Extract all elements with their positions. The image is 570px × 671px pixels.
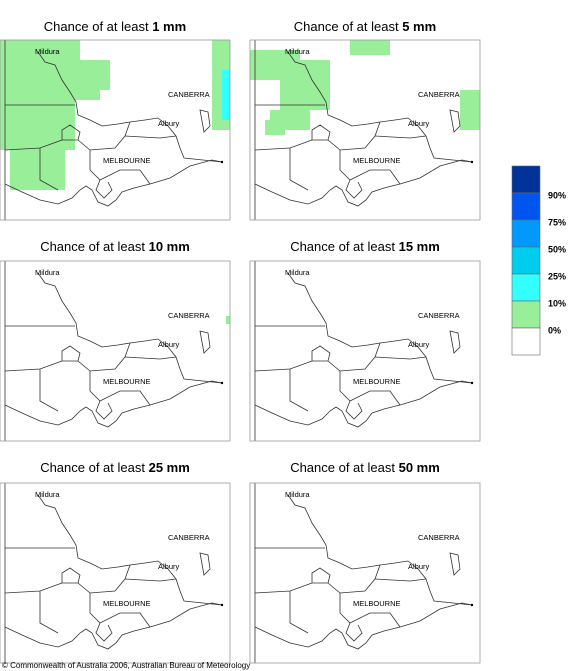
map-frame [249, 482, 481, 664]
panels: Chance of at least 1 mm Mildura CANBERRA Al… [0, 19, 481, 664]
legend: 90% 75% 50% 25% 10% 0% [511, 165, 566, 356]
title-amount: 25 mm [149, 460, 190, 475]
title-amount: 1 mm [152, 19, 186, 34]
place-label: MELBOURNE [353, 156, 401, 165]
shaded-area [80, 60, 110, 90]
outline [4, 482, 223, 664]
legend-swatch [511, 327, 541, 356]
place-label: MELBOURNE [353, 377, 401, 386]
outline [254, 482, 473, 664]
panel-title: Chance of at least 50 mm [290, 460, 440, 475]
map: Mildura CANBERRA Albury MELBOURNE [249, 482, 481, 664]
place-label: CANBERRA [418, 533, 460, 542]
place-label: MELBOURNE [103, 156, 151, 165]
panel-title: Chance of at least 5 mm [294, 19, 436, 34]
place-label: Mildura [285, 490, 310, 499]
title-prefix: Chance of at least [290, 239, 395, 254]
map-panel: Chance of at least 5 mm Mildura CANBERRA Al… [249, 19, 481, 221]
map-panel: Chance of at least 25 mm Mildura CANBERRA A… [0, 460, 231, 664]
place-label: Albury [158, 340, 180, 349]
place-label: CANBERRA [168, 533, 210, 542]
location-dot [220, 381, 224, 385]
place-label: MELBOURNE [103, 599, 151, 608]
map: Mildura CANBERRA Albury MELBOURNE [249, 260, 481, 442]
map-frame [0, 260, 231, 442]
shaded-area [0, 40, 80, 60]
place-label: Mildura [35, 47, 60, 56]
legend-swatch [511, 219, 541, 248]
legend-label: 0% [548, 325, 561, 335]
legend-label: 25% [548, 271, 566, 281]
map-panel: Chance of at least 10 mm Mildura CANBERRA A… [0, 239, 231, 442]
shaded-area [280, 80, 300, 110]
place-label: CANBERRA [168, 311, 210, 320]
place-label: MELBOURNE [353, 599, 401, 608]
legend-label: 75% [548, 217, 566, 227]
title-amount: 5 mm [402, 19, 436, 34]
legend-label: 50% [548, 244, 566, 254]
title-amount: 15 mm [399, 239, 440, 254]
title-prefix: Chance of at least [40, 239, 145, 254]
map: Mildura CANBERRA Albury MELBOURNE [249, 39, 481, 221]
map: Mildura CANBERRA Albury MELBOURNE [0, 39, 231, 221]
map-panel: Chance of at least 50 mm Mildura CANBERRA A… [249, 460, 481, 664]
shaded-area [460, 90, 480, 130]
legend-swatch [511, 246, 541, 275]
place-label: MELBOURNE [103, 377, 151, 386]
place-label: Albury [408, 340, 430, 349]
legend-swatch [511, 273, 541, 302]
map-frame [249, 260, 481, 442]
panel-title: Chance of at least 25 mm [40, 460, 190, 475]
map: Mildura CANBERRA Albury MELBOURNE [0, 482, 231, 664]
place-label: CANBERRA [418, 90, 460, 99]
panel-title: Chance of at least 15 mm [290, 239, 440, 254]
place-label: Albury [158, 562, 180, 571]
place-label: Albury [408, 562, 430, 571]
location-dot [470, 381, 474, 385]
shaded-area [0, 100, 75, 150]
place-label: Mildura [35, 268, 60, 277]
map: Mildura CANBERRA Albury MELBOURNE [0, 260, 231, 442]
place-label: Albury [158, 119, 180, 128]
map-frame [0, 39, 231, 221]
title-prefix: Chance of at least [290, 460, 395, 475]
place-label: Mildura [35, 490, 60, 499]
title-amount: 50 mm [399, 460, 440, 475]
location-dot [470, 603, 474, 607]
map-panel: Chance of at least 15 mm Mildura CANBERRA A… [249, 239, 481, 442]
title-prefix: Chance of at least [294, 19, 399, 34]
legend-label: 90% [548, 190, 566, 200]
place-label: Mildura [285, 47, 310, 56]
shaded-area [10, 150, 65, 190]
legend-label: 10% [548, 298, 566, 308]
location-dot [220, 160, 224, 164]
shaded-area [265, 120, 285, 135]
location-dot [470, 160, 474, 164]
map-frame [0, 482, 231, 664]
footer: © Commonwealth of Australia 2006, Austra… [2, 661, 250, 670]
place-label: Mildura [285, 268, 310, 277]
outline [4, 260, 223, 442]
shaded-area [250, 50, 300, 80]
place-label: CANBERRA [418, 311, 460, 320]
legend-swatch [511, 165, 541, 194]
panel-title: Chance of at least 10 mm [40, 239, 190, 254]
place-label: Albury [408, 119, 430, 128]
legend-swatch [511, 192, 541, 221]
panel-title: Chance of at least 1 mm [44, 19, 186, 34]
shaded-area [222, 70, 230, 120]
outline [254, 260, 473, 442]
title-amount: 10 mm [149, 239, 190, 254]
title-prefix: Chance of at least [44, 19, 149, 34]
shaded-area [226, 316, 230, 324]
map-frame [249, 39, 481, 221]
place-label: CANBERRA [168, 90, 210, 99]
shaded-area [350, 40, 390, 55]
title-prefix: Chance of at least [40, 460, 145, 475]
location-dot [220, 603, 224, 607]
legend-swatch [511, 300, 541, 329]
map-panel: Chance of at least 1 mm Mildura CANBERRA Al… [0, 19, 231, 221]
